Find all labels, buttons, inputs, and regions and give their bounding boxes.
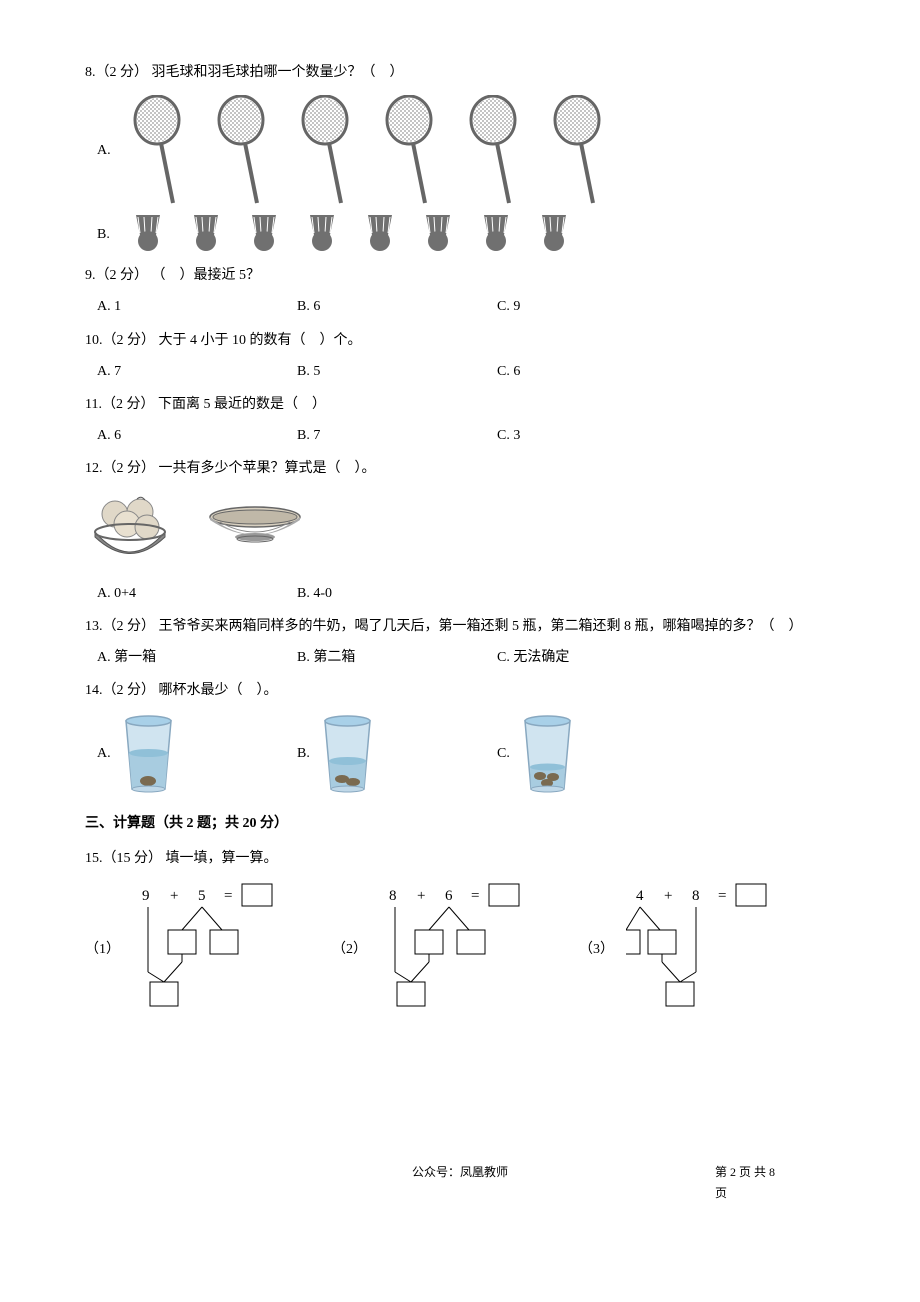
q9-optB: B. 6 [297, 294, 497, 319]
cup-icon [320, 713, 375, 793]
footer-center: 公众号：凤凰教师 [205, 1162, 715, 1184]
shuttlecock-icon [186, 215, 226, 253]
shuttlecock-icon [534, 215, 574, 253]
q10-text: 10.（2 分） 大于 4 小于 10 的数有（ ）个。 [85, 328, 835, 353]
num-b: 5 [198, 888, 206, 904]
question-15: 15.（15 分） 填一填，算一算。 （1） 9 + 5 = [85, 846, 835, 1021]
footer-page: 第 2 页 共 8 页 [715, 1162, 815, 1205]
racket-icon [213, 95, 273, 205]
q14-optA-block: A. [97, 713, 297, 793]
shuttlecock-icon [418, 215, 458, 253]
q15-problems: （1） 9 + 5 = （2） 8 + [85, 882, 835, 1022]
num-b: 6 [445, 888, 453, 904]
bowl-with-apples-icon [85, 492, 175, 567]
q11-optB: B. 7 [297, 423, 497, 448]
q8-text: 8.（2 分） 羽毛球和羽毛球拍哪一个数量少？（ ） [85, 60, 835, 85]
question-9: 9.（2 分） （ ）最接近 5？ A. 1 B. 6 C. 9 [85, 263, 835, 319]
q9-options: A. 1 B. 6 C. 9 [85, 294, 835, 319]
racket-icon [129, 95, 189, 205]
question-14: 14.（2 分） 哪杯水最少（ ）。 A. B. [85, 678, 835, 793]
cup-icon [121, 713, 176, 793]
q15-p1: （1） 9 + 5 = [85, 882, 282, 1022]
racket-icon [297, 95, 357, 205]
footer-page-line2: 页 [715, 1183, 815, 1205]
q15-p2-label: （2） [332, 937, 367, 962]
equals: = [718, 888, 726, 904]
num-a: 4 [636, 888, 644, 904]
q10-options: A. 7 B. 5 C. 6 [85, 359, 835, 384]
q8-option-b-row: B. [85, 215, 835, 253]
footer-page-line1: 第 2 页 共 8 [715, 1162, 815, 1184]
shuttlecock-icons [128, 215, 574, 253]
q10-optA: A. 7 [97, 359, 297, 384]
q8-optB-label: B. [97, 222, 110, 247]
question-8: 8.（2 分） 羽毛球和羽毛球拍哪一个数量少？（ ） A. B. [85, 60, 835, 253]
q11-text: 11.（2 分） 下面离 5 最近的数是（ ） [85, 392, 835, 417]
shuttlecock-icon [302, 215, 342, 253]
q14-text: 14.（2 分） 哪杯水最少（ ）。 [85, 678, 835, 703]
section-3-title: 三、计算题（共 2 题；共 20 分） [85, 811, 835, 836]
question-12: 12.（2 分） 一共有多少个苹果？算式是（ ）。 A. 0+4 B. 4-0 [85, 456, 835, 605]
q14-optC-block: C. [497, 713, 697, 793]
equals: = [224, 888, 232, 904]
q12-options: A. 0+4 B. 4-0 [85, 581, 835, 606]
arithmetic-diagram: 9 + 5 = [132, 882, 282, 1022]
question-11: 11.（2 分） 下面离 5 最近的数是（ ） A. 6 B. 7 C. 3 [85, 392, 835, 448]
q10-optC: C. 6 [497, 359, 697, 384]
plus: + [664, 888, 672, 904]
q14-optC-label: C. [497, 741, 510, 766]
q14-cups: A. B. C. [85, 713, 835, 793]
q13-optA: A. 第一箱 [97, 645, 297, 670]
q8-optA-label: A. [97, 138, 111, 163]
q13-text: 13.（2 分） 王爷爷买来两箱同样多的牛奶，喝了几天后，第一箱还剩 5 瓶，第… [85, 614, 835, 639]
plus: + [170, 888, 178, 904]
q13-optB: B. 第二箱 [297, 645, 497, 670]
q12-optB: B. 4-0 [297, 581, 497, 606]
racket-icons [129, 95, 609, 205]
q15-p1-label: （1） [85, 937, 120, 962]
question-10: 10.（2 分） 大于 4 小于 10 的数有（ ）个。 A. 7 B. 5 C… [85, 328, 835, 384]
q14-optA-label: A. [97, 741, 111, 766]
apple-bowls [85, 492, 835, 567]
num-b: 8 [692, 888, 700, 904]
q9-optA: A. 1 [97, 294, 297, 319]
cup-icon [520, 713, 575, 793]
q12-optA: A. 0+4 [97, 581, 297, 606]
q12-text: 12.（2 分） 一共有多少个苹果？算式是（ ）。 [85, 456, 835, 481]
q15-p3: （3） 4 + 8 = [579, 882, 776, 1022]
q10-optB: B. 5 [297, 359, 497, 384]
empty-bowl-icon [205, 502, 305, 557]
q9-optC: C. 9 [497, 294, 697, 319]
q8-option-a-row: A. [85, 95, 835, 205]
page-footer: 公众号：凤凰教师 第 2 页 共 8 页 [85, 1162, 835, 1205]
q11-optA: A. 6 [97, 423, 297, 448]
num-a: 8 [389, 888, 397, 904]
shuttlecock-icon [360, 215, 400, 253]
arithmetic-diagram: 4 + 8 = [626, 882, 776, 1022]
question-13: 13.（2 分） 王爷爷买来两箱同样多的牛奶，喝了几天后，第一箱还剩 5 瓶，第… [85, 614, 835, 670]
equals: = [471, 888, 479, 904]
q13-options: A. 第一箱 B. 第二箱 C. 无法确定 [85, 645, 835, 670]
q14-optB-block: B. [297, 713, 497, 793]
q11-options: A. 6 B. 7 C. 3 [85, 423, 835, 448]
arithmetic-diagram: 8 + 6 = [379, 882, 529, 1022]
num-a: 9 [142, 888, 150, 904]
q15-p3-label: （3） [579, 937, 614, 962]
q15-p2: （2） 8 + 6 = [332, 882, 529, 1022]
racket-icon [465, 95, 525, 205]
shuttlecock-icon [244, 215, 284, 253]
q14-optB-label: B. [297, 741, 310, 766]
shuttlecock-icon [476, 215, 516, 253]
q11-optC: C. 3 [497, 423, 697, 448]
q9-text: 9.（2 分） （ ）最接近 5？ [85, 263, 835, 288]
q13-optC: C. 无法确定 [497, 645, 697, 670]
plus: + [417, 888, 425, 904]
racket-icon [549, 95, 609, 205]
racket-icon [381, 95, 441, 205]
shuttlecock-icon [128, 215, 168, 253]
q15-text: 15.（15 分） 填一填，算一算。 [85, 846, 835, 871]
